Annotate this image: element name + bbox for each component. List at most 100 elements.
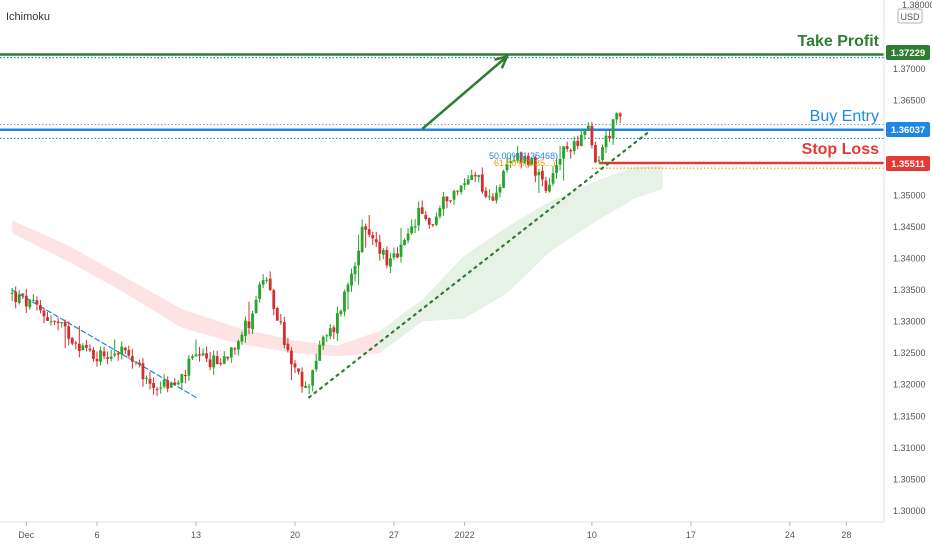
currency-box[interactable] (897, 8, 923, 24)
candle-body (569, 150, 573, 152)
time-tick-label: Dec (18, 530, 35, 540)
candle-body (297, 368, 300, 372)
candle-body (544, 180, 548, 191)
candle-body (456, 190, 459, 192)
candle-body (431, 224, 435, 226)
candle-body (495, 192, 498, 201)
candle-body (360, 226, 364, 252)
candle-body (438, 208, 442, 217)
cloud-segment (12, 220, 69, 262)
candle-body (590, 125, 594, 146)
candle-body (350, 273, 353, 286)
candle-body (60, 322, 64, 324)
candle-body (162, 379, 166, 387)
price-tick-label: 1.34000 (893, 253, 926, 263)
candle-body (138, 362, 141, 365)
candle-body (272, 290, 276, 309)
candle-body (237, 341, 240, 350)
time-tick-label: 6 (94, 530, 99, 540)
candle-body (502, 170, 505, 188)
candle-body (526, 155, 530, 165)
candle-body (127, 349, 131, 356)
candle-body (208, 359, 212, 368)
target-arrow-shaft[interactable] (421, 55, 508, 130)
price-tick-label: 1.31000 (893, 443, 926, 453)
candle-body (84, 344, 88, 348)
candle-body (169, 382, 173, 388)
candle-body (611, 119, 615, 139)
candle-body (597, 160, 601, 162)
candle-body (551, 173, 555, 184)
candle-body (191, 356, 194, 359)
time-tick-label: 27 (389, 530, 399, 540)
candle-body (548, 184, 551, 192)
candle-body (205, 353, 208, 359)
candle-body (410, 226, 414, 234)
downtrend-line[interactable] (11, 289, 197, 398)
time-tick-label: 17 (686, 530, 696, 540)
candle-body (226, 356, 230, 359)
candle-body (565, 146, 569, 149)
candle-body (187, 358, 191, 376)
candle-body (498, 187, 502, 193)
candle-body (95, 358, 99, 362)
plot-background (0, 0, 884, 522)
candle-body (240, 334, 244, 342)
candle-body (357, 250, 360, 266)
candle-body (484, 190, 488, 197)
candle-body (106, 357, 110, 359)
candle-body (378, 241, 382, 254)
level-lines (0, 53, 884, 169)
candle-body (601, 147, 604, 161)
time-tick-label: 13 (191, 530, 201, 540)
candle-body (618, 113, 622, 117)
cloud-segment (422, 255, 465, 322)
cloud-segment (549, 182, 592, 253)
candle-body (219, 363, 223, 365)
candle-body (459, 185, 463, 192)
candle-body (17, 294, 21, 303)
candle-body (194, 354, 198, 357)
candle-body (530, 158, 534, 165)
candle-body (346, 284, 350, 292)
support-trendline[interactable] (308, 131, 650, 399)
target-arrow (421, 54, 510, 130)
candle-body (109, 356, 113, 359)
candle-body (396, 253, 399, 258)
price-axis[interactable]: 1.38000 USD 1.370001.365001.355001.35000… (883, 0, 932, 550)
candle-body (512, 160, 516, 162)
candle-body (608, 136, 611, 139)
candle-body (24, 295, 28, 307)
time-axis[interactable]: Dec 6 13 20 27 2022 10 17 24 28 (0, 521, 932, 550)
price-tick-label: 1.33000 (893, 317, 926, 327)
time-tick-label: 10 (587, 530, 597, 540)
candle-body (300, 371, 304, 387)
candle-body (88, 348, 92, 351)
candle-body (311, 370, 315, 386)
buy-entry-price-text: 1.36037 (891, 125, 925, 136)
candle-body (466, 179, 470, 185)
candle-body (166, 380, 170, 389)
price-axis-top-label: 1.38000 (902, 0, 932, 10)
candle-body (14, 291, 18, 303)
candle-body (282, 322, 286, 345)
candle-body (473, 174, 477, 177)
candle-body (173, 382, 177, 385)
candle-body (427, 218, 431, 225)
cloud-segment (125, 277, 182, 328)
candle-body (67, 326, 71, 339)
candle-body (406, 233, 410, 241)
candle-body (134, 361, 138, 363)
candle-body (229, 347, 233, 358)
candle-body (275, 308, 279, 321)
fib-50-label: 50.00%(1.35468) (489, 151, 558, 161)
candle-body (176, 382, 180, 385)
candle-body (130, 356, 134, 362)
price-tick-label: 1.34500 (893, 222, 926, 232)
price-tick-label: 1.30500 (893, 474, 926, 484)
candle-body (290, 350, 293, 365)
candle-body (247, 321, 251, 329)
candle-body (180, 374, 184, 383)
indicator-label[interactable]: Ichimoku (6, 11, 50, 23)
